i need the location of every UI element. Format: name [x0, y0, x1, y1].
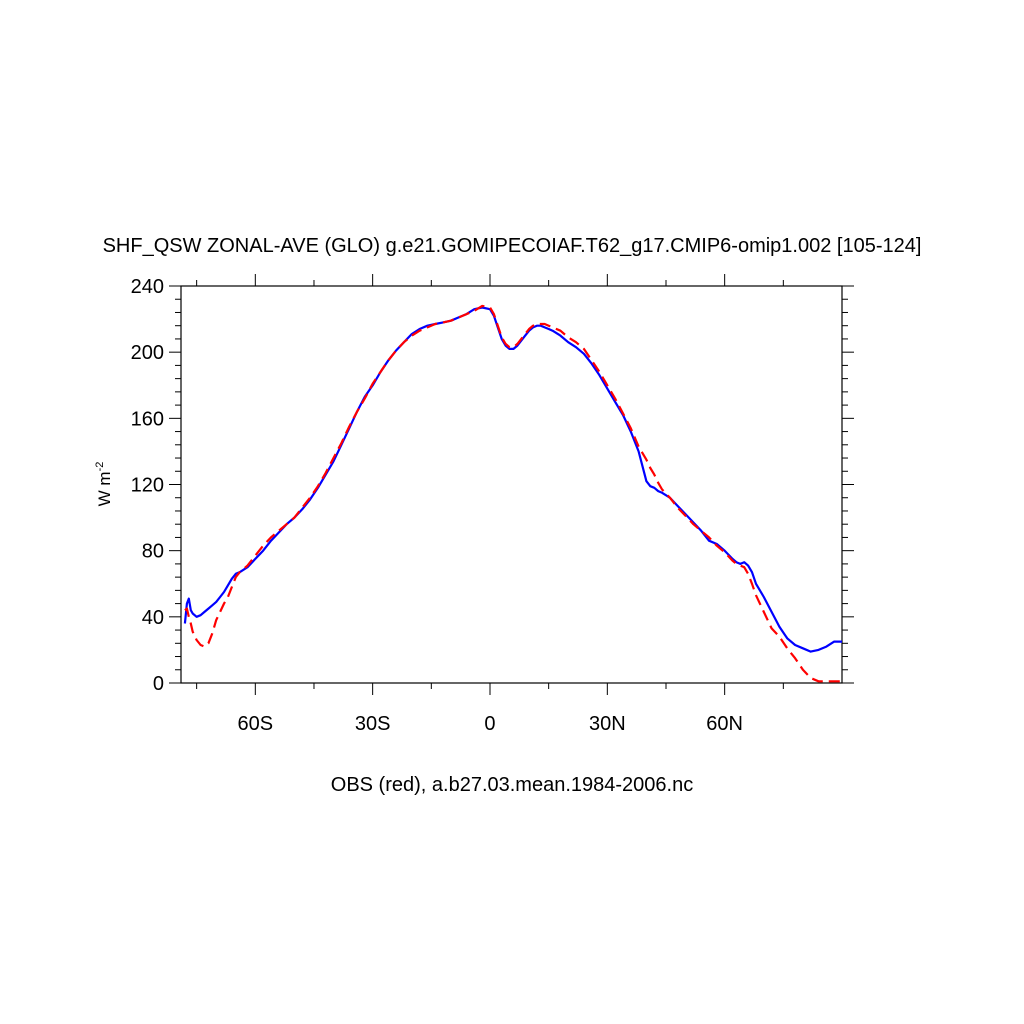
- x-axis-label: OBS (red), a.b27.03.mean.1984-2006.nc: [331, 774, 693, 796]
- y-tick-label: 120: [131, 475, 164, 497]
- y-tick-label: 240: [131, 276, 164, 298]
- y-tick-label: 40: [142, 607, 164, 629]
- y-tick-label: 160: [131, 408, 164, 430]
- model-series-line: [183, 306, 842, 653]
- x-tick-label: 60N: [706, 713, 743, 735]
- x-tick-labels: 60S 30S 0 30N 60N: [238, 713, 743, 735]
- obs-series-line: [184, 304, 842, 683]
- plot-frame: [180, 285, 843, 684]
- x-tick-label: 30N: [589, 713, 626, 735]
- y-axis-label-superscript: -2: [94, 462, 106, 472]
- y-tick-label: 200: [131, 342, 164, 364]
- plot-border: [180, 285, 843, 684]
- y-tick-label: 0: [153, 673, 164, 695]
- chart-title: SHF_QSW ZONAL-AVE (GLO) g.e21.GOMIPECOIA…: [103, 235, 922, 257]
- x-tick-label: 0: [484, 713, 495, 735]
- y-axis-label: W m-2: [94, 462, 114, 507]
- y-tick-label: 80: [142, 541, 164, 563]
- y-tick-labels: 0 40 80 120 160 200 240: [131, 276, 164, 695]
- axis-ticks: [169, 274, 854, 695]
- y-axis-label-main: W m: [95, 471, 114, 506]
- x-tick-label: 60S: [238, 713, 274, 735]
- x-tick-label: 30S: [355, 713, 391, 735]
- series-layer: [183, 304, 842, 683]
